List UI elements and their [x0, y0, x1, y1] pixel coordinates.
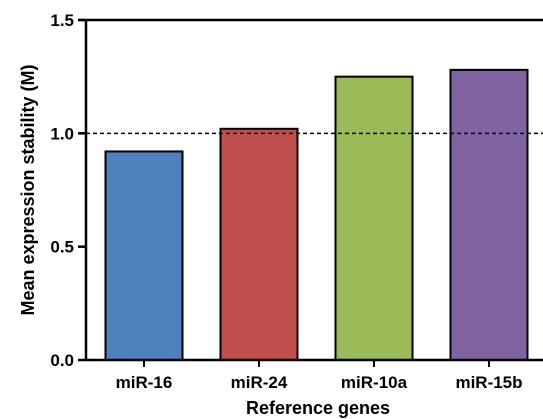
- plot-area: [86, 68, 543, 362]
- y-tick-label: 1.5: [50, 11, 74, 30]
- y-axis: 0.0 0.5 1.0 1.5: [50, 11, 543, 370]
- bar-mir-10a: [334, 75, 414, 362]
- bar-mir-15b: [449, 68, 529, 361]
- y-tick-label: 0.0: [50, 351, 74, 370]
- x-tick-label: miR-16: [116, 373, 173, 392]
- bar-mir-24: [219, 127, 299, 361]
- y-tick-label: 0.5: [50, 238, 74, 257]
- x-tick-label: miR-15b: [455, 373, 522, 392]
- x-tick-label: miR-10a: [341, 373, 408, 392]
- bar-mir-16: [104, 150, 184, 361]
- x-tick-label: miR-24: [231, 373, 288, 392]
- x-axis: miR-16 miR-24 miR-10a miR-15b: [85, 358, 543, 392]
- y-axis-title: Mean expression stability (M): [18, 64, 38, 315]
- x-axis-title: Reference genes: [246, 398, 390, 418]
- y-tick-label: 1.0: [50, 124, 74, 143]
